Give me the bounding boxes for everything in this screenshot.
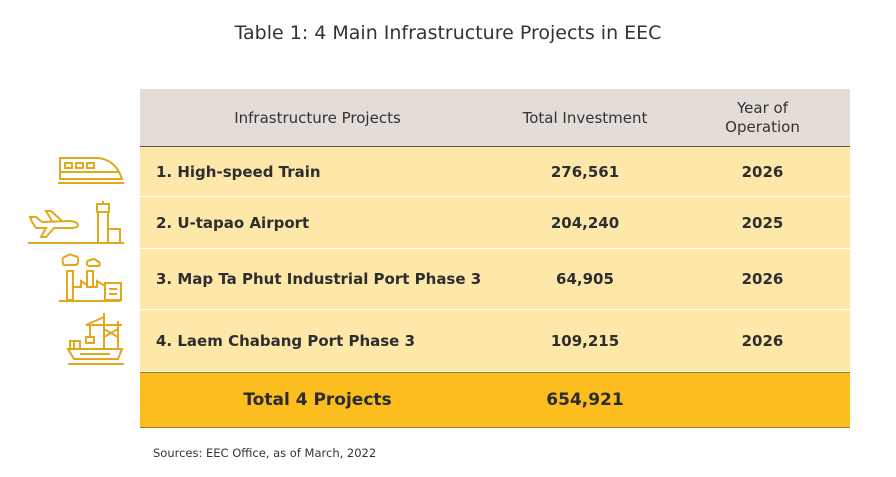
row-investment: 109,215 (550, 331, 620, 350)
total-label: Total 4 Projects (243, 390, 392, 410)
train-icon (56, 155, 126, 187)
row-project: 2. U-tapao Airport (156, 213, 310, 232)
row-investment: 64,905 (556, 270, 614, 288)
header-year-line2: Operation (725, 117, 800, 136)
port-crane-icon (66, 311, 126, 369)
row-year: 2026 (741, 162, 784, 181)
header-year: Year of Operation (675, 99, 850, 137)
row-project: 1. High-speed Train (156, 162, 321, 181)
row-year: 2025 (741, 213, 784, 232)
row-investment: 276,561 (550, 162, 620, 181)
airport-icon (26, 199, 126, 245)
header-investment: Total Investment (522, 108, 648, 127)
table-row: 2. U-tapao Airport 204,240 2025 (140, 197, 850, 249)
table-row: 4. Laem Chabang Port Phase 3 109,215 202… (140, 310, 850, 372)
total-row: Total 4 Projects 654,921 (140, 372, 850, 428)
projects-table: Infrastructure Projects Total Investment… (140, 89, 850, 428)
row-investment: 204,240 (550, 213, 620, 232)
row-year: 2026 (741, 331, 784, 350)
table-title: Table 1: 4 Main Infrastructure Projects … (234, 22, 662, 44)
header-year-line1: Year of (737, 98, 788, 117)
header-project: Infrastructure Projects (234, 108, 401, 127)
table-row: 1. High-speed Train 276,561 2026 (140, 147, 850, 197)
total-investment: 654,921 (546, 390, 624, 410)
table-row: 3. Map Ta Phut Industrial Port Phase 3 6… (140, 249, 850, 310)
table-header: Infrastructure Projects Total Investment… (140, 89, 850, 147)
row-year: 2026 (741, 270, 784, 288)
factory-icon (57, 253, 123, 303)
row-project: 3. Map Ta Phut Industrial Port Phase 3 (156, 270, 482, 288)
source-note: Sources: EEC Office, as of March, 2022 (153, 446, 377, 460)
row-project: 4. Laem Chabang Port Phase 3 (156, 331, 416, 350)
